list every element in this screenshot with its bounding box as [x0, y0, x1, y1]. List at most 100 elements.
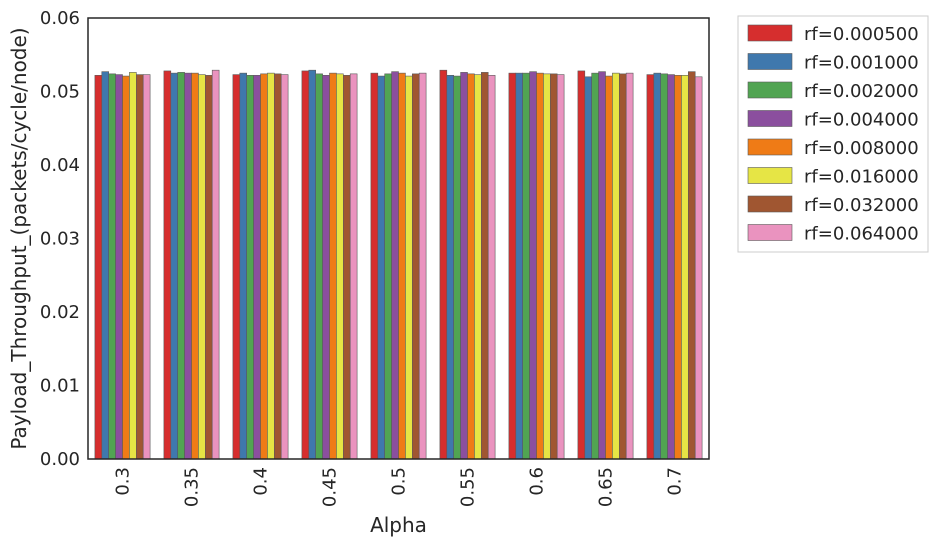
bar: [115, 74, 123, 460]
legend-label: rf=0.002000: [804, 81, 919, 102]
y-tick-label: 0.03: [40, 229, 80, 250]
x-tick-label: 0.4: [251, 467, 272, 496]
plot-frame: [87, 17, 710, 460]
y-tick-label: 0.00: [40, 449, 80, 470]
legend-label: rf=0.001000: [804, 53, 919, 74]
y-tick-label: 0.05: [40, 82, 80, 103]
bar: [280, 74, 289, 460]
bar: [301, 70, 310, 460]
bar: [205, 75, 213, 460]
bar: [370, 72, 379, 460]
bar: [177, 72, 185, 460]
bar: [191, 72, 199, 460]
bar: [674, 75, 682, 460]
bar: [460, 72, 468, 460]
bar: [342, 75, 351, 460]
x-tick-label: 0.45: [320, 467, 341, 507]
bar: [411, 73, 420, 460]
bar: [536, 72, 544, 460]
y-axis-title: Payload_Throughput_(packets/cycle/node): [7, 27, 31, 449]
bar: [267, 72, 275, 460]
x-tick-label: 0.6: [527, 467, 548, 496]
bar: [549, 73, 558, 460]
bar: [108, 73, 116, 460]
y-axis-ticks: 0.00 0.01 0.02 0.03 0.04 0.05 0.06: [40, 8, 80, 470]
bar: [260, 73, 268, 460]
legend-swatch: [747, 167, 793, 184]
bar: [467, 73, 475, 460]
x-axis-ticks: 0.3 0.35 0.4 0.45 0.5 0.55 0.6 0.65 0.7: [113, 467, 686, 507]
y-tick-label: 0.04: [40, 155, 80, 176]
y-tick-label: 0.02: [40, 302, 80, 323]
bar: [391, 71, 399, 460]
legend-swatch: [747, 224, 793, 241]
bar: [598, 71, 606, 460]
bar: [612, 72, 620, 460]
bar: [418, 72, 427, 460]
bar: [453, 75, 461, 460]
bar: [543, 73, 551, 460]
legend-label: rf=0.004000: [804, 110, 919, 131]
bar: [474, 74, 482, 460]
x-tick-label: 0.5: [389, 467, 410, 496]
x-axis-title: Alpha: [370, 513, 427, 537]
bar: [163, 70, 172, 460]
bar: [329, 72, 337, 460]
bar: [694, 76, 703, 460]
bar: [660, 73, 668, 460]
bar: [625, 72, 634, 460]
bar: [480, 72, 489, 460]
bar: [556, 74, 565, 460]
bar: [591, 72, 599, 460]
legend-label: rf=0.016000: [804, 167, 919, 188]
bar: [446, 75, 454, 460]
bar: [142, 74, 151, 460]
legend-label: rf=0.008000: [804, 138, 919, 159]
bar: [653, 72, 661, 460]
bar: [101, 71, 110, 460]
bar: [667, 74, 675, 460]
bar: [646, 74, 655, 460]
x-tick-label: 0.3: [113, 467, 134, 496]
legend-label: rf=0.064000: [804, 224, 919, 245]
legend-frame: [737, 15, 929, 253]
bar: [522, 72, 530, 460]
legend-swatch: [747, 81, 793, 99]
bar: [687, 71, 696, 460]
bar: [253, 75, 261, 460]
bar: [322, 75, 330, 460]
bar: [136, 74, 144, 460]
x-tick-label: 0.55: [458, 467, 479, 507]
bar: [170, 72, 179, 460]
y-tick-label: 0.06: [40, 8, 80, 29]
x-tick-label: 0.35: [182, 467, 203, 507]
bar: [246, 75, 254, 460]
bar: [508, 72, 517, 460]
bar: [122, 75, 130, 460]
bar: [315, 73, 323, 460]
bar: [308, 69, 316, 460]
bar: [129, 72, 137, 460]
legend: rf=0.000500 rf=0.001000 rf=0.002000 rf=0.00…: [737, 15, 929, 253]
bar: [94, 75, 103, 460]
bar: [349, 73, 358, 460]
bar: [398, 72, 406, 460]
bars: [94, 69, 703, 460]
legend-label: rf=0.000500: [804, 24, 919, 45]
bar: [605, 75, 613, 460]
bar: [577, 70, 586, 460]
legend-swatch: [747, 195, 793, 213]
legend-swatch: [747, 110, 793, 127]
bar: [184, 72, 192, 460]
bar: [584, 76, 592, 460]
x-tick-label: 0.65: [596, 467, 617, 507]
bar: [487, 75, 496, 460]
bar: [405, 75, 413, 460]
bar: [384, 73, 392, 460]
legend-swatch: [747, 24, 793, 42]
x-tick-label: 0.7: [665, 467, 686, 496]
bar: [336, 73, 344, 460]
bar: [239, 72, 248, 460]
bar: [439, 69, 448, 460]
